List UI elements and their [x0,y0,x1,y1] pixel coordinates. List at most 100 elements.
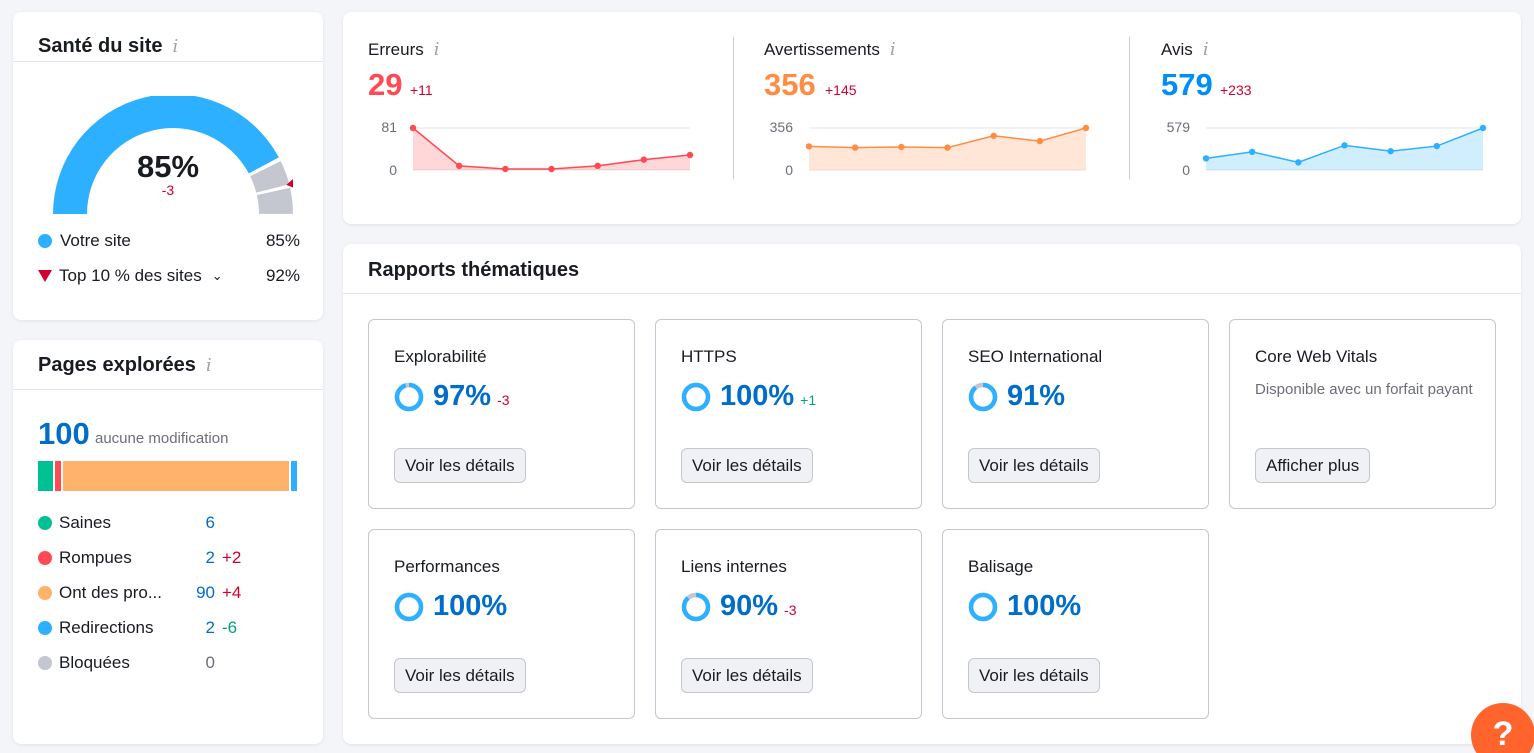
vertical-divider [733,37,734,179]
report-delta: -3 [784,601,797,618]
report-percent: 91% [1007,380,1066,412]
report-title: Balisage [968,557,1034,576]
sparkline-point [1433,142,1441,150]
bar-segment[interactable] [291,461,297,491]
report-delta: -3 [497,391,510,408]
y-tick-label: 81 [381,119,397,135]
chevron-down-icon[interactable]: ⌄ [211,268,223,283]
sparkline-point [1341,142,1348,149]
info-icon[interactable]: i [889,39,896,60]
legend-label: Top 10 % des sites [59,266,202,285]
metric-title-row: Avertissements i [764,39,896,60]
sparkline-point [455,162,463,170]
row-count[interactable]: 6 [205,513,215,532]
report-value-row: 100% [394,590,507,623]
ring-progress [968,382,998,411]
row-delta: -6 [222,618,238,637]
site-health-title-row: Santé du site i [38,35,178,58]
show-more-button[interactable]: Afficher plus [1255,448,1371,483]
crawled-pages-title-row: Pages explorées i [38,354,212,377]
help-button[interactable]: ? [1471,703,1534,753]
vertical-divider [1129,37,1130,179]
sparkline-point [851,144,859,151]
gauge-remaining-arc [250,161,290,193]
metric-warnings: Avertissements i 356 +145 356 0 [739,12,1099,224]
report-value-row: 90% -3 [681,590,797,623]
page-row-redirects[interactable]: Redirections 2 -6 [38,618,237,638]
report-title: Performances [394,557,500,576]
report-percent: 100% [720,380,795,412]
metric-title-row: Avis i [1161,39,1209,60]
info-icon[interactable]: i [172,36,179,57]
bar-segment[interactable] [55,461,62,491]
legend-top-sites[interactable]: Top 10 % des sites ⌄ 92% [38,266,300,286]
report-value-row: 97% -3 [394,380,510,413]
thematic-reports-card: Rapports thématiques Explorabilité 97% -… [343,244,1521,744]
report-card-internal-links: Liens internes 90% -3 Voir les détails [655,529,922,719]
ring-progress [681,382,711,411]
sparkline-point [502,165,509,173]
sparkline-area [1206,128,1483,170]
metric-value[interactable]: 356 [764,67,816,102]
row-count[interactable]: 2 [205,548,215,567]
blue-dot-icon [38,621,52,635]
report-value-row: 91% [968,380,1065,413]
report-description: Disponible avec un forfait payant [1255,381,1473,398]
report-value-row: 100% [968,590,1081,623]
crawled-pages-card: Pages explorées i 100 aucune modificatio… [13,340,323,744]
sparkline-point [944,144,951,151]
report-percent: 100% [433,590,508,622]
row-count[interactable]: 90 [196,583,215,602]
crawled-pages-total[interactable]: 100 [38,416,90,451]
gauge-site-arc [53,96,279,214]
sparkline-point [640,156,648,163]
report-percent: 100% [1007,590,1082,622]
sparkline-point [1082,124,1090,132]
bar-segment[interactable] [38,461,54,491]
bar-segment[interactable] [63,461,289,491]
health-delta: -3 [161,182,175,198]
divider [343,293,1521,294]
row-label: Rompues [59,548,132,567]
info-icon[interactable]: i [205,355,212,376]
metric-value[interactable]: 29 [368,67,403,102]
health-percent: 85% [136,149,200,184]
site-health-title: Santé du site [38,35,163,57]
view-details-button[interactable]: Voir les détails [968,448,1100,483]
info-icon[interactable]: i [433,39,440,60]
report-delta: +1 [800,391,817,408]
thematic-reports-title: Rapports thématiques [368,259,580,281]
sparkline-point [686,151,694,159]
legend-label: Votre site [60,231,131,250]
pages-distribution-bar[interactable] [38,461,297,491]
metric-value[interactable]: 579 [1161,67,1213,102]
page-row-healthy[interactable]: Saines 6 [38,513,215,533]
sparkline-point [805,143,813,150]
report-percent: 90% [720,590,779,622]
info-icon[interactable]: i [1202,39,1209,60]
view-details-button[interactable]: Voir les détails [968,658,1100,693]
view-details-button[interactable]: Voir les détails [394,448,526,483]
errors-sparkline: 81 0 [381,119,694,178]
view-details-button[interactable]: Voir les détails [394,658,526,693]
sparkline-point [1295,159,1302,166]
report-card-international-seo: SEO International 91% Voir les détails [942,319,1209,509]
row-count[interactable]: 2 [205,618,215,637]
green-dot-icon [38,516,52,530]
metric-title-row: Erreurs i [368,39,440,60]
sparkline-point [594,162,601,170]
legend-value: 85% [265,231,300,250]
sparkline-point [1248,148,1256,156]
page-row-broken[interactable]: Rompues 2 +2 [38,548,241,568]
ring-progress [394,382,424,411]
ring-progress [394,592,424,621]
page-row-issues[interactable]: Ont des pro... 90 +4 [38,583,241,603]
orange-dot-icon [38,586,52,600]
report-card-core-web-vitals: Core Web Vitals Disponible avec un forfa… [1229,319,1496,509]
page-row-blocked[interactable]: Bloquées 0 [38,653,215,673]
view-details-button[interactable]: Voir les détails [681,658,813,693]
y-tick-label: 356 [770,119,794,135]
issues-summary-card: Erreurs i 29 +11 81 0 Avertissements i 35… [343,12,1521,224]
sparkline-point [548,165,555,173]
view-details-button[interactable]: Voir les détails [681,448,813,483]
